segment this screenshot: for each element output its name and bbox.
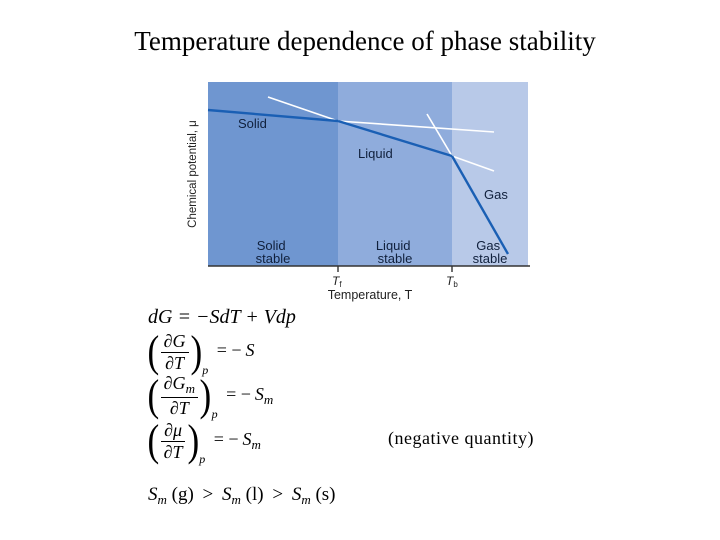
gas-region-label-line1: Gas [476, 238, 500, 253]
eq3-denominator: ∂T [169, 397, 189, 418]
ineq-c-var: S [291, 484, 302, 505]
eq3-rhs-sub: m [263, 392, 274, 408]
eq4-right-paren: ) [187, 416, 199, 465]
ineq-b-var: S [222, 484, 232, 505]
eq4-constant-p: p [199, 452, 206, 467]
liquid-curve [337, 119, 453, 158]
eq2-left-paren: ( [147, 327, 160, 376]
liquid-stable-region [338, 82, 452, 266]
solid-curve-label: Solid [238, 116, 267, 131]
tf-tick-label: Tf [332, 274, 342, 289]
equation-chemical-potential-temperature: ( ∂μ ∂T )p = − Sm [146, 416, 261, 467]
ineq-c-sub: m [301, 492, 311, 507]
equation-gibbs-temperature: ( ∂G ∂T )p = − S [146, 327, 255, 378]
eq3-partial-fraction: ∂Gm ∂T [160, 373, 198, 418]
eq4-rhs-variable: S [242, 429, 252, 450]
equation-total-differential: dG = −SdT + Vdp [148, 306, 296, 329]
eq3-numerator-sub: m [185, 381, 195, 397]
eq2-right-paren: ) [190, 327, 202, 376]
eq2-denominator: ∂T [165, 352, 185, 373]
gas-stable-region [452, 82, 528, 266]
y-axis-label: Chemical potential, μ [187, 120, 199, 228]
eq4-rhs-sub: m [251, 437, 261, 453]
solid-region-label: Solid stable [256, 238, 291, 266]
eq4-relation: = − [213, 429, 239, 450]
eq3-rhs-variable: S [254, 384, 264, 405]
negative-quantity-note: (negative quantity) [388, 428, 534, 448]
eq3-numerator-main: ∂G [163, 373, 186, 394]
phase-stability-diagram: Solid Liquid Gas Solid stable Liquid sta… [187, 82, 530, 302]
eq1-rhs: = −SdT + Vdp [177, 306, 296, 328]
gas-curve [450, 155, 510, 255]
ineq-op1: > [202, 484, 214, 505]
eq2-partial-fraction: ∂G ∂T [160, 331, 189, 373]
liquid-region-label-line1: Liquid [376, 238, 411, 253]
ineq-op2: > [272, 484, 284, 505]
eq3-numerator: ∂Gm [160, 373, 198, 398]
slide-title: Temperature dependence of phase stabilit… [134, 26, 596, 56]
ineq-a-var: S [148, 484, 158, 505]
tf-symbol: T [332, 274, 341, 288]
liquid-curve-label: Liquid [358, 146, 393, 161]
eq1-lhs: dG [148, 306, 173, 328]
eq4-left-paren: ( [147, 416, 160, 465]
tb-subscript: b [453, 280, 458, 289]
liquid-extension-line-high [451, 155, 495, 172]
eq4-partial-fraction: ∂μ ∂T [161, 420, 186, 462]
solid-curve [207, 108, 339, 123]
eq3-relation: = − [226, 384, 251, 405]
eq3-right-paren: ) [199, 371, 212, 420]
liquid-region-label: Liquid stable [376, 238, 414, 266]
entropy-inequality: Sm (g) > Sm (l) > Sm (s) [148, 484, 336, 508]
eq4-numerator: ∂μ [161, 420, 186, 442]
ineq-b-arg: (l) [245, 484, 264, 505]
eq3-constant-p: p [211, 407, 218, 422]
x-axis-label: Temperature, T [328, 288, 413, 302]
liquid-extension-line [267, 96, 339, 122]
eq4-denominator: ∂T [163, 441, 183, 462]
ineq-b-sub: m [231, 492, 241, 507]
eq2-rhs-variable: S [245, 340, 255, 361]
solid-region-label-line2: stable [256, 251, 291, 266]
eq2-relation: = − [216, 340, 242, 361]
equation-molar-gibbs-temperature: ( ∂Gm ∂T )p = − Sm [146, 374, 273, 422]
eq3-left-paren: ( [147, 371, 160, 420]
gas-region-label-line2: stable [473, 251, 508, 266]
eq2-numerator: ∂G [160, 331, 189, 353]
eq2-constant-p: p [202, 363, 209, 378]
ineq-a-arg: (g) [171, 484, 194, 505]
solid-region-label-line1: Solid [257, 238, 286, 253]
gas-extension-line [426, 113, 453, 157]
gas-region-label: Gas stable [473, 238, 508, 266]
tf-subscript: f [339, 280, 342, 289]
liquid-region-label-line2: stable [378, 251, 413, 266]
gas-curve-label: Gas [484, 187, 508, 202]
ineq-c-arg: (s) [315, 484, 336, 505]
tb-tick-label: Tb [446, 274, 458, 289]
tb-symbol: T [446, 274, 455, 288]
solid-extension-line [337, 120, 495, 133]
ineq-a-sub: m [157, 492, 167, 507]
